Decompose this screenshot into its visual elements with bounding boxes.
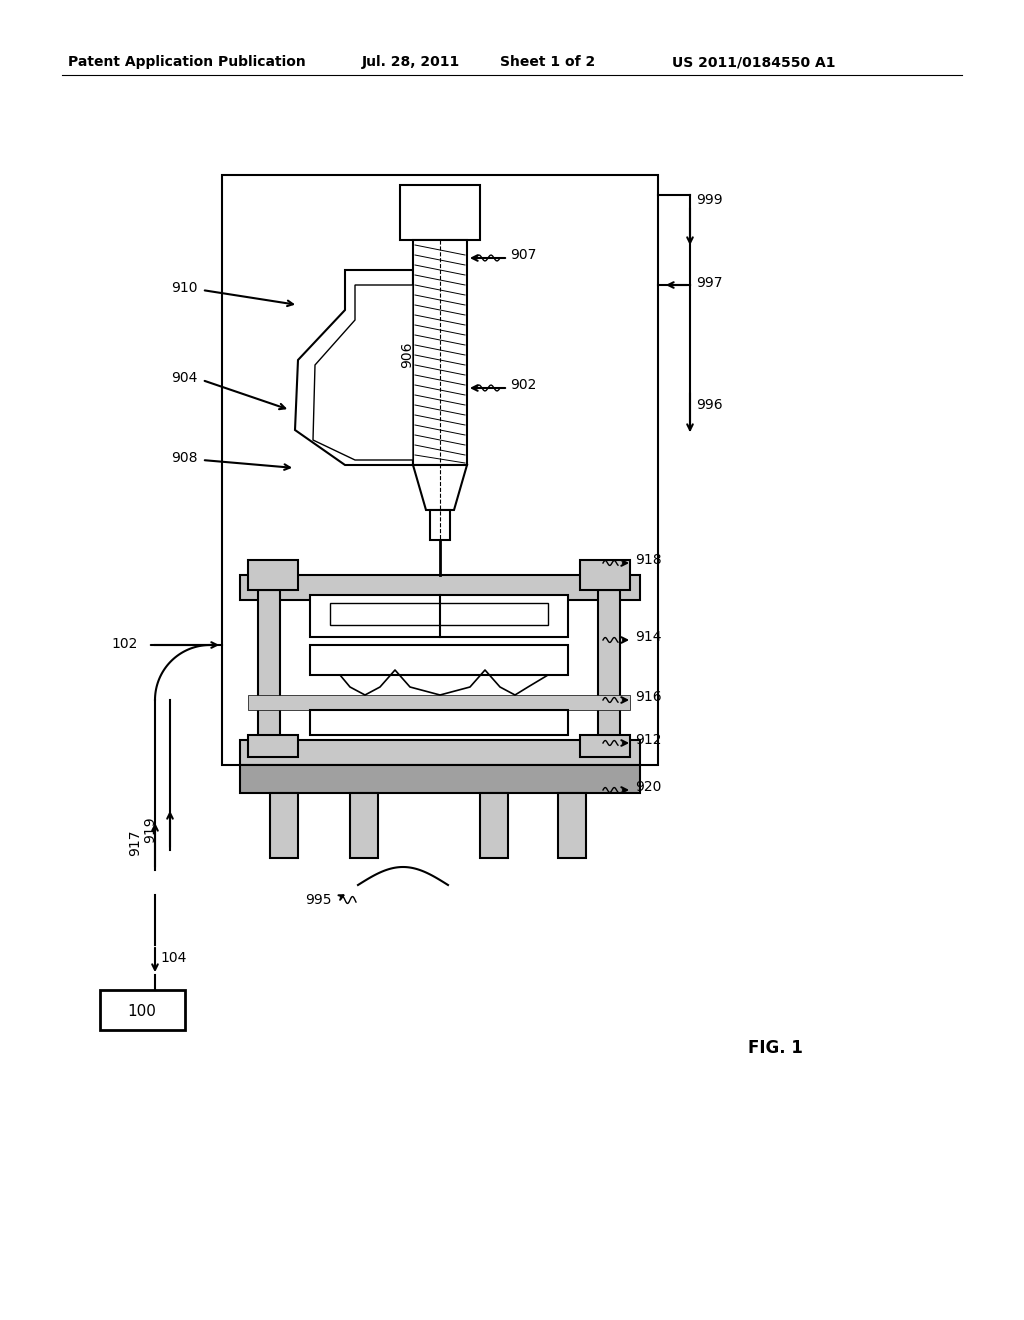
Bar [240, 576, 640, 601]
Bar [310, 595, 568, 638]
Text: 995: 995 [305, 894, 332, 907]
Bar [350, 793, 378, 858]
Bar [400, 185, 480, 240]
Text: 100: 100 [128, 1005, 157, 1019]
Text: 920: 920 [635, 780, 662, 795]
Polygon shape [313, 285, 413, 459]
Bar [580, 735, 630, 756]
Bar [100, 990, 185, 1030]
Text: 908: 908 [171, 451, 198, 465]
Bar [248, 696, 630, 710]
Bar [430, 510, 450, 540]
Text: 102: 102 [112, 638, 138, 651]
Text: 996: 996 [696, 399, 723, 412]
Text: 999: 999 [696, 193, 723, 207]
Text: 916: 916 [635, 690, 662, 704]
Bar [248, 735, 298, 756]
Bar [248, 560, 298, 590]
Bar [270, 793, 298, 858]
Text: Patent Application Publication: Patent Application Publication [68, 55, 306, 69]
Text: 997: 997 [696, 276, 723, 290]
Polygon shape [413, 465, 467, 510]
Text: 104: 104 [160, 950, 186, 965]
Bar [598, 590, 620, 785]
Text: US 2011/0184550 A1: US 2011/0184550 A1 [672, 55, 836, 69]
Bar [558, 793, 586, 858]
Bar [580, 560, 630, 590]
Bar [480, 793, 508, 858]
Bar [258, 590, 280, 785]
Bar [310, 710, 568, 735]
Text: 906: 906 [400, 342, 414, 368]
Bar [240, 741, 640, 766]
Text: 919: 919 [143, 817, 157, 843]
Text: 904: 904 [172, 371, 198, 385]
Text: Jul. 28, 2011: Jul. 28, 2011 [362, 55, 460, 69]
Text: 912: 912 [635, 733, 662, 747]
Bar [222, 176, 658, 766]
Text: Sheet 1 of 2: Sheet 1 of 2 [500, 55, 595, 69]
Bar [330, 603, 548, 624]
Bar [240, 766, 640, 793]
Text: 907: 907 [510, 248, 537, 261]
Text: 914: 914 [635, 630, 662, 644]
Text: 917: 917 [128, 830, 142, 857]
Text: 910: 910 [171, 281, 198, 294]
Polygon shape [295, 271, 413, 465]
Text: 902: 902 [510, 378, 537, 392]
Text: 918: 918 [635, 553, 662, 568]
Bar [310, 645, 568, 675]
Bar [413, 240, 467, 465]
Text: FIG. 1: FIG. 1 [748, 1039, 803, 1057]
